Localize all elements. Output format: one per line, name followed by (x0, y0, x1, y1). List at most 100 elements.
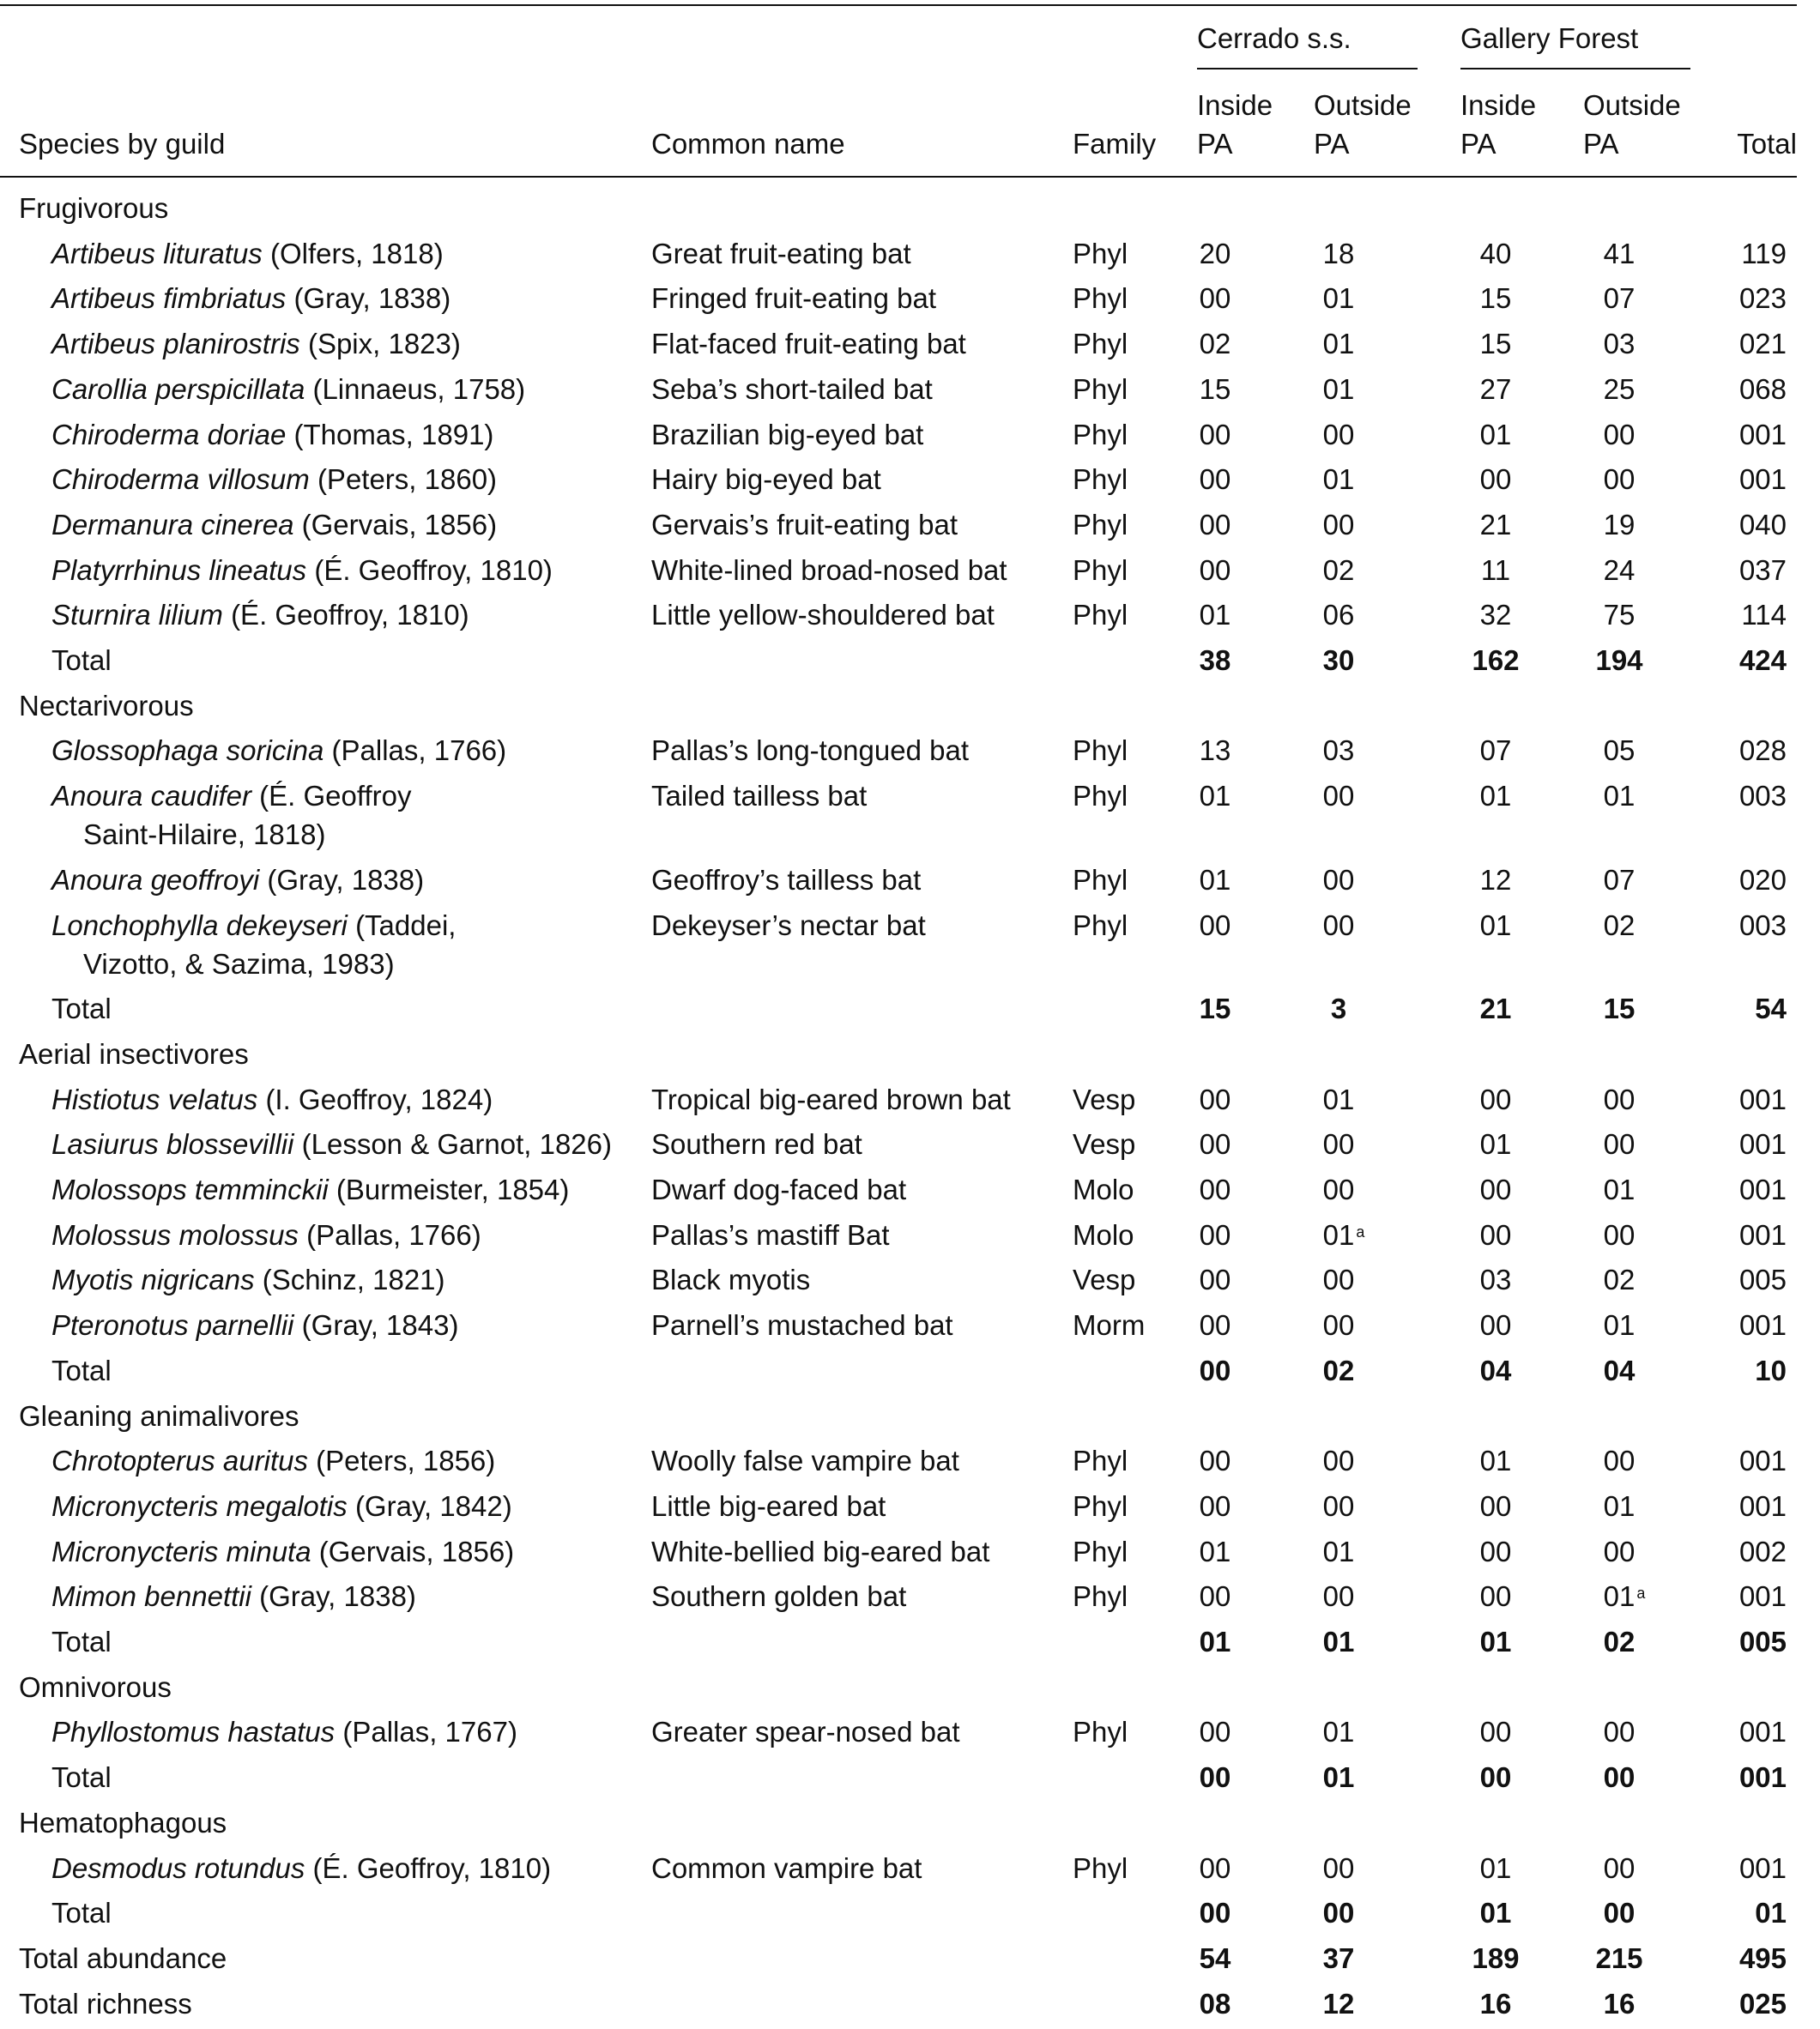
species-name: Platyrrhinus lineatus (É. Geoffroy, 1810… (51, 553, 553, 588)
family: Phyl (1073, 328, 1128, 360)
guild-name: Frugivorous (19, 192, 169, 224)
scientific-name: Chiroderma villosum (51, 463, 310, 496)
total-cell: 028 (1738, 734, 1787, 767)
authority: (Burmeister, 1854) (336, 1174, 570, 1205)
common-name: Pallas’s long-tongued bat (651, 734, 969, 767)
count-cell: 00 (1322, 1897, 1355, 1929)
authority: (Peters, 1860) (317, 463, 498, 496)
total-cell: 01 (1755, 1897, 1787, 1929)
count-cell: 00 (1199, 553, 1231, 586)
count-cell: 03 (1479, 1264, 1512, 1296)
count-cell: 08 (1199, 1987, 1231, 2020)
common-name: White-bellied big-eared bat (651, 1535, 990, 1567)
count-cell: 01 (1322, 372, 1355, 405)
total-cell: 005 (1738, 1626, 1787, 1658)
species-name: Lonchophylla dekeyseri (Taddei, (51, 909, 456, 943)
family: Molo (1073, 1174, 1134, 1205)
family: Vesp (1073, 1264, 1136, 1296)
count-cell: 00 (1322, 1128, 1355, 1161)
count-cell: 00 (1479, 463, 1512, 496)
common-name: Southern golden bat (651, 1580, 907, 1613)
group-rule (1197, 68, 1418, 69)
count-cell: 00 (1322, 418, 1355, 450)
scientific-name: Histiotus velatus (51, 1083, 258, 1115)
count-cell: 04 (1603, 1354, 1636, 1386)
count-cell: 00 (1479, 1083, 1512, 1115)
total-cell: 005 (1738, 1264, 1787, 1296)
count-cell: 01 (1199, 599, 1231, 631)
count-cell: 02 (1603, 1264, 1636, 1296)
scientific-name: Mimon bennettii (51, 1580, 251, 1613)
count-cell: 02 (1603, 1626, 1636, 1658)
guild-name: Hematophagous (19, 1806, 227, 1839)
subcolumn-header: Inside (1197, 89, 1273, 121)
scientific-name: Lasiurus blossevillii (51, 1128, 294, 1161)
species-name: Phyllostomus hastatus (Pallas, 1767) (51, 1715, 517, 1749)
count-cell: 30 (1322, 644, 1355, 676)
scientific-name: Carollia perspicillata (51, 372, 305, 405)
authority: (Thomas, 1891) (293, 418, 494, 450)
subcolumn-header: Inside (1460, 89, 1537, 121)
count-cell: 02 (1322, 1354, 1355, 1386)
family: Phyl (1073, 282, 1128, 315)
scientific-name: Artibeus lituratus (51, 237, 263, 269)
count-cell: 00 (1603, 1128, 1636, 1161)
count-cell: 00 (1603, 1761, 1636, 1794)
count-cell: 41 (1603, 237, 1636, 269)
count-cell: 00 (1199, 1354, 1231, 1386)
count-cell: 00 (1199, 463, 1231, 496)
guild-total-label: Total (51, 1626, 112, 1658)
authority: (Gervais, 1856) (301, 508, 498, 540)
total-cell: 025 (1738, 1987, 1787, 2020)
total-cell: 040 (1738, 508, 1787, 540)
family: Phyl (1073, 599, 1128, 631)
total-cell: 001 (1738, 1174, 1787, 1205)
count-cell: 75 (1603, 599, 1636, 631)
common-name: Brazilian big-eyed bat (651, 418, 924, 450)
common-name: Southern red bat (651, 1128, 862, 1161)
common-name: Gervais’s fruit-eating bat (651, 508, 958, 540)
count-cell: 00 (1322, 1580, 1355, 1613)
count-cell: 00 (1479, 1218, 1512, 1251)
count-cell: 00 (1479, 1174, 1512, 1205)
family: Phyl (1073, 508, 1128, 540)
family: Phyl (1073, 1535, 1128, 1567)
count-cell: 07 (1603, 282, 1636, 315)
count-cell: 32 (1479, 599, 1512, 631)
scientific-name: Anoura caudifer (51, 780, 251, 812)
authority: (Pallas, 1766) (306, 1218, 481, 1251)
count-cell: 11 (1480, 553, 1511, 586)
species-name: Dermanura cinerea (Gervais, 1856) (51, 508, 497, 542)
count-cell: 40 (1479, 237, 1512, 269)
scientific-name: Dermanura cinerea (51, 508, 294, 540)
count-cell: 02 (1603, 909, 1636, 941)
count-cell: 18 (1322, 237, 1355, 269)
count-cell: 01 (1322, 1761, 1355, 1794)
scientific-name: Sturnira lilium (51, 599, 223, 631)
subcolumn-header: PA (1583, 128, 1619, 160)
count-cell: 00 (1199, 418, 1231, 450)
common-name: Dekeyser’s nectar bat (651, 909, 926, 941)
species-name: Micronycteris minuta (Gervais, 1856) (51, 1535, 514, 1569)
subcolumn-header: PA (1460, 128, 1497, 160)
total-cell: 424 (1738, 644, 1787, 676)
count-cell: 00 (1199, 1897, 1231, 1929)
count-cell: 00 (1479, 1309, 1512, 1342)
species-name: Myotis nigricans (Schinz, 1821) (51, 1263, 445, 1297)
column-header: Family (1073, 128, 1157, 160)
total-cell: 119 (1741, 237, 1787, 269)
count-cell: 00 (1603, 1083, 1636, 1115)
group-rule (1460, 68, 1690, 69)
count-cell: 15 (1479, 282, 1512, 315)
authority: (É. Geoffroy, 1810) (314, 553, 553, 586)
authority: (Lesson & Garnot, 1826) (301, 1128, 612, 1161)
common-name: Woolly false vampire bat (651, 1445, 959, 1477)
count-cell: 01 (1479, 780, 1512, 812)
count-cell: 38 (1199, 644, 1231, 676)
count-cell: 00 (1199, 1851, 1231, 1884)
count-cell: 00 (1603, 1445, 1636, 1477)
species-name: Lasiurus blossevillii (Lesson & Garnot, … (51, 1127, 612, 1162)
authority: (Gervais, 1856) (318, 1535, 515, 1567)
authority: (I. Geoffroy, 1824) (265, 1083, 493, 1115)
